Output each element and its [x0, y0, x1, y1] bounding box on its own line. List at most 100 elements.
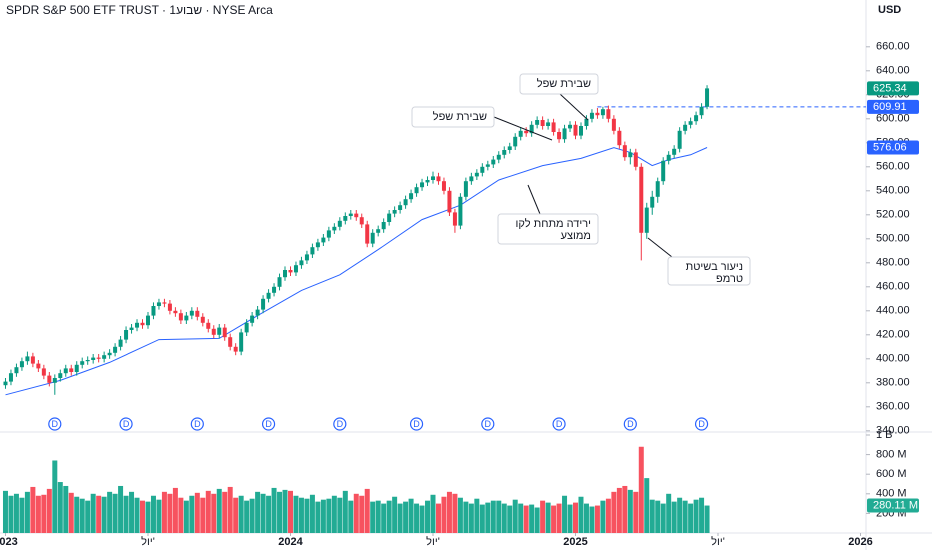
volume-bar [633, 491, 639, 533]
annotation-pointer [559, 93, 589, 121]
dividend-label: D [123, 419, 130, 429]
candle-body [332, 226, 337, 231]
y-tick-label: 480.00 [876, 257, 910, 269]
y-tick-label: 640.00 [876, 65, 910, 77]
candle-body [189, 310, 194, 316]
candle-body [228, 337, 233, 347]
candle-body [107, 352, 112, 356]
volume-bar [101, 496, 107, 533]
candle-body [557, 132, 562, 140]
annotation: שבירת שפל [519, 73, 599, 121]
candle-body [480, 166, 485, 173]
volume-bar [529, 504, 535, 533]
candle-body [425, 180, 430, 183]
y-tick-label: 380.00 [876, 377, 910, 389]
volume-bar [381, 503, 387, 533]
candle-body [14, 367, 19, 374]
candle-body [458, 196, 463, 226]
candle-body [233, 346, 238, 352]
dividend-marker [481, 417, 495, 431]
candle-body [414, 187, 419, 194]
currency: USD [878, 4, 901, 16]
volume-bar [260, 493, 266, 533]
y-tick-label: 440.00 [876, 305, 910, 317]
volume-bar [507, 505, 513, 533]
y-tick-label: 360.00 [876, 401, 910, 413]
volume-bar [57, 482, 63, 533]
candle-body [36, 363, 41, 369]
volume-bar [282, 489, 288, 533]
volume-bar [419, 505, 425, 533]
annotation-text: ממוצע [561, 230, 591, 242]
candle-body [518, 130, 523, 137]
candle-body [447, 190, 452, 213]
volume-bar [118, 485, 124, 533]
annotation-text: ירידה מתחת לקו [515, 217, 591, 230]
volume-tick-label: 400 M [876, 488, 907, 500]
volume-bar [167, 493, 173, 533]
x-tick-label: יול' [141, 535, 155, 548]
volume-bar [222, 491, 228, 533]
volume-bar [315, 501, 321, 533]
last-price: 625.34 [873, 82, 907, 94]
volume-bar [567, 504, 573, 533]
volume-bar [638, 446, 644, 533]
volume-bar [271, 487, 277, 533]
dividend-marker [623, 417, 637, 431]
volume-bar [178, 497, 184, 533]
candle-body [436, 176, 441, 182]
candle-body [513, 136, 518, 147]
annotation-text: שבירת שפל [433, 110, 487, 123]
candle-body [617, 130, 622, 146]
candle-body [255, 309, 260, 316]
candle-body [650, 196, 655, 208]
volume-bar [233, 497, 239, 533]
candle-body [694, 115, 699, 122]
volume-bar [583, 503, 589, 533]
candle-body [578, 126, 583, 136]
candle-body [315, 242, 320, 248]
dividend-label: D [627, 419, 634, 429]
candle-body [595, 112, 600, 116]
volume-bar [408, 498, 414, 533]
candle-body [387, 213, 392, 222]
candle-body [277, 277, 282, 287]
candle-body [211, 328, 216, 335]
candle-body [661, 160, 666, 182]
volume-bar [457, 497, 463, 533]
annotation-text: טרמפ [716, 273, 743, 285]
volume-bar [52, 460, 58, 533]
candle-body [156, 302, 161, 306]
volume-bar [129, 491, 135, 533]
dividend-marker [119, 417, 133, 431]
volume-bar [430, 494, 436, 533]
volume-bar [74, 496, 80, 533]
volume-bar [277, 491, 283, 533]
volume-bar [150, 495, 156, 533]
y-tick-label: 660.00 [876, 41, 910, 53]
volume-bar [112, 493, 118, 533]
volume-bar [627, 489, 633, 533]
candle-body [469, 176, 474, 182]
volume-bar [600, 500, 606, 533]
volume-bar [468, 503, 474, 533]
candle-body [485, 164, 490, 167]
volume-bar [616, 487, 622, 533]
candle-body [568, 124, 573, 129]
candle-body [8, 373, 13, 382]
volume-bar [298, 497, 304, 533]
volume-bar [211, 493, 217, 533]
candle-body [502, 150, 507, 155]
volume-bar [68, 492, 74, 533]
candle-body [699, 106, 704, 116]
volume-bar [578, 496, 584, 533]
volume-bar [622, 485, 628, 533]
last-volume-box [867, 498, 919, 513]
dividend-label: D [337, 419, 344, 429]
volume-bar [2, 490, 8, 533]
candle-body [354, 213, 359, 218]
candle-body [206, 322, 211, 329]
